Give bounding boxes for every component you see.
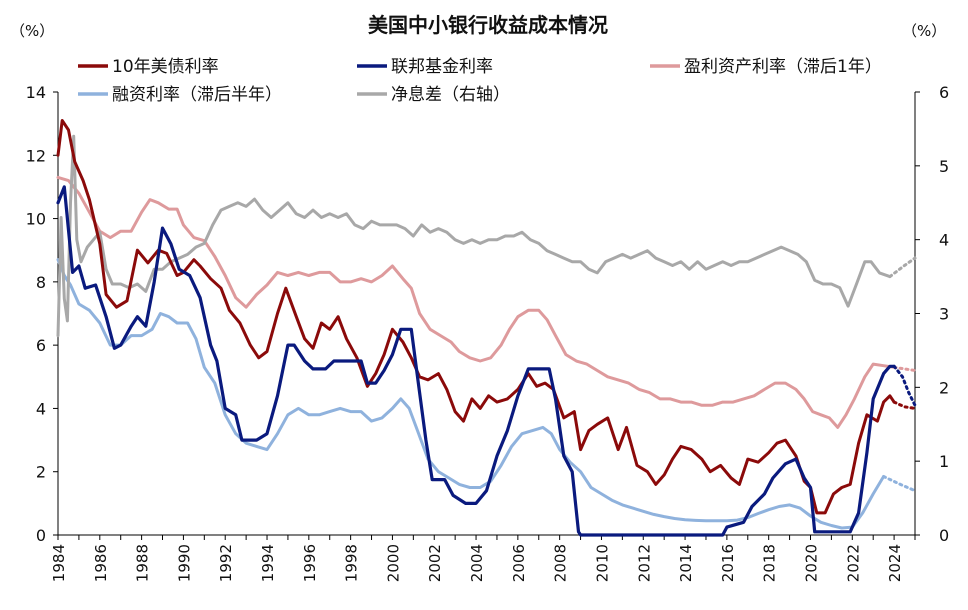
right-tick-label: 3 <box>939 305 949 324</box>
x-tick-label: 1988 <box>134 544 152 582</box>
x-tick-label: 2002 <box>426 544 444 582</box>
left-axis-unit: （%） <box>10 22 54 40</box>
left-tick-label: 8 <box>36 273 46 292</box>
legend-label-1: 联邦基金利率 <box>391 57 493 77</box>
series-line-4 <box>56 134 892 338</box>
left-tick-label: 12 <box>26 146 46 165</box>
series-line-1 <box>56 185 896 537</box>
x-tick-label: 1986 <box>92 544 110 582</box>
left-tick-label: 10 <box>26 210 46 229</box>
legend-label-4: 净息差（右轴） <box>391 85 510 105</box>
x-tick-label: 2010 <box>593 544 611 582</box>
x-tick-label: 1990 <box>175 544 193 582</box>
x-tick-label: 1998 <box>343 544 361 582</box>
left-tick-label: 2 <box>36 463 46 482</box>
legend-label-0: 10年美债利率 <box>112 57 219 77</box>
right-tick-label: 2 <box>939 378 949 397</box>
right-axis-unit: （%） <box>902 22 946 40</box>
series-forecast-2 <box>892 365 917 372</box>
right-tick-label: 1 <box>939 452 949 471</box>
left-tick-label: 0 <box>36 526 46 545</box>
legend-label-2: 盈利资产利率（滞后1年） <box>684 57 882 77</box>
right-tick-label: 4 <box>939 231 949 250</box>
x-tick-label: 2024 <box>886 544 904 582</box>
plot-area <box>56 119 917 537</box>
x-tick-label: 2018 <box>761 544 779 582</box>
x-tick-label: 1984 <box>50 544 68 582</box>
series-forecast-3 <box>882 475 917 493</box>
x-tick-label: 2014 <box>677 544 695 582</box>
legend-label-3: 融资利率（滞后半年） <box>112 85 282 105</box>
x-tick-label: 2006 <box>510 544 528 582</box>
x-tick-label: 2012 <box>635 544 653 582</box>
chart-title: 美国中小银行收益成本情况 <box>368 13 608 37</box>
legend: 10年美债利率 联邦基金利率 盈利资产利率（滞后1年） 融资利率（滞后半年） 净息差（右… <box>78 57 882 105</box>
series-line-3 <box>56 258 886 530</box>
x-tick-label: 2000 <box>384 544 402 582</box>
left-tick-label: 6 <box>36 336 46 355</box>
x-tick-label: 2004 <box>468 544 486 582</box>
x-tick-label: 2016 <box>719 544 737 582</box>
left-tick-label: 14 <box>26 83 46 102</box>
right-tick-label: 6 <box>939 83 949 102</box>
right-tick-label: 5 <box>939 157 949 176</box>
left-tick-label: 4 <box>36 399 46 418</box>
x-tick-label: 1994 <box>259 544 277 582</box>
x-tick-label: 1992 <box>217 544 235 582</box>
x-tick-label: 2008 <box>552 544 570 582</box>
x-tick-label: 2020 <box>802 544 820 582</box>
right-tick-label: 0 <box>939 526 949 545</box>
series-forecast-0 <box>892 400 917 410</box>
series-line-0 <box>56 119 896 515</box>
x-tick-label: 1996 <box>301 544 319 582</box>
series-forecast-1 <box>892 364 917 407</box>
x-tick-label: 2022 <box>844 544 862 582</box>
series-line-2 <box>56 175 896 429</box>
series-forecast-4 <box>888 256 917 279</box>
